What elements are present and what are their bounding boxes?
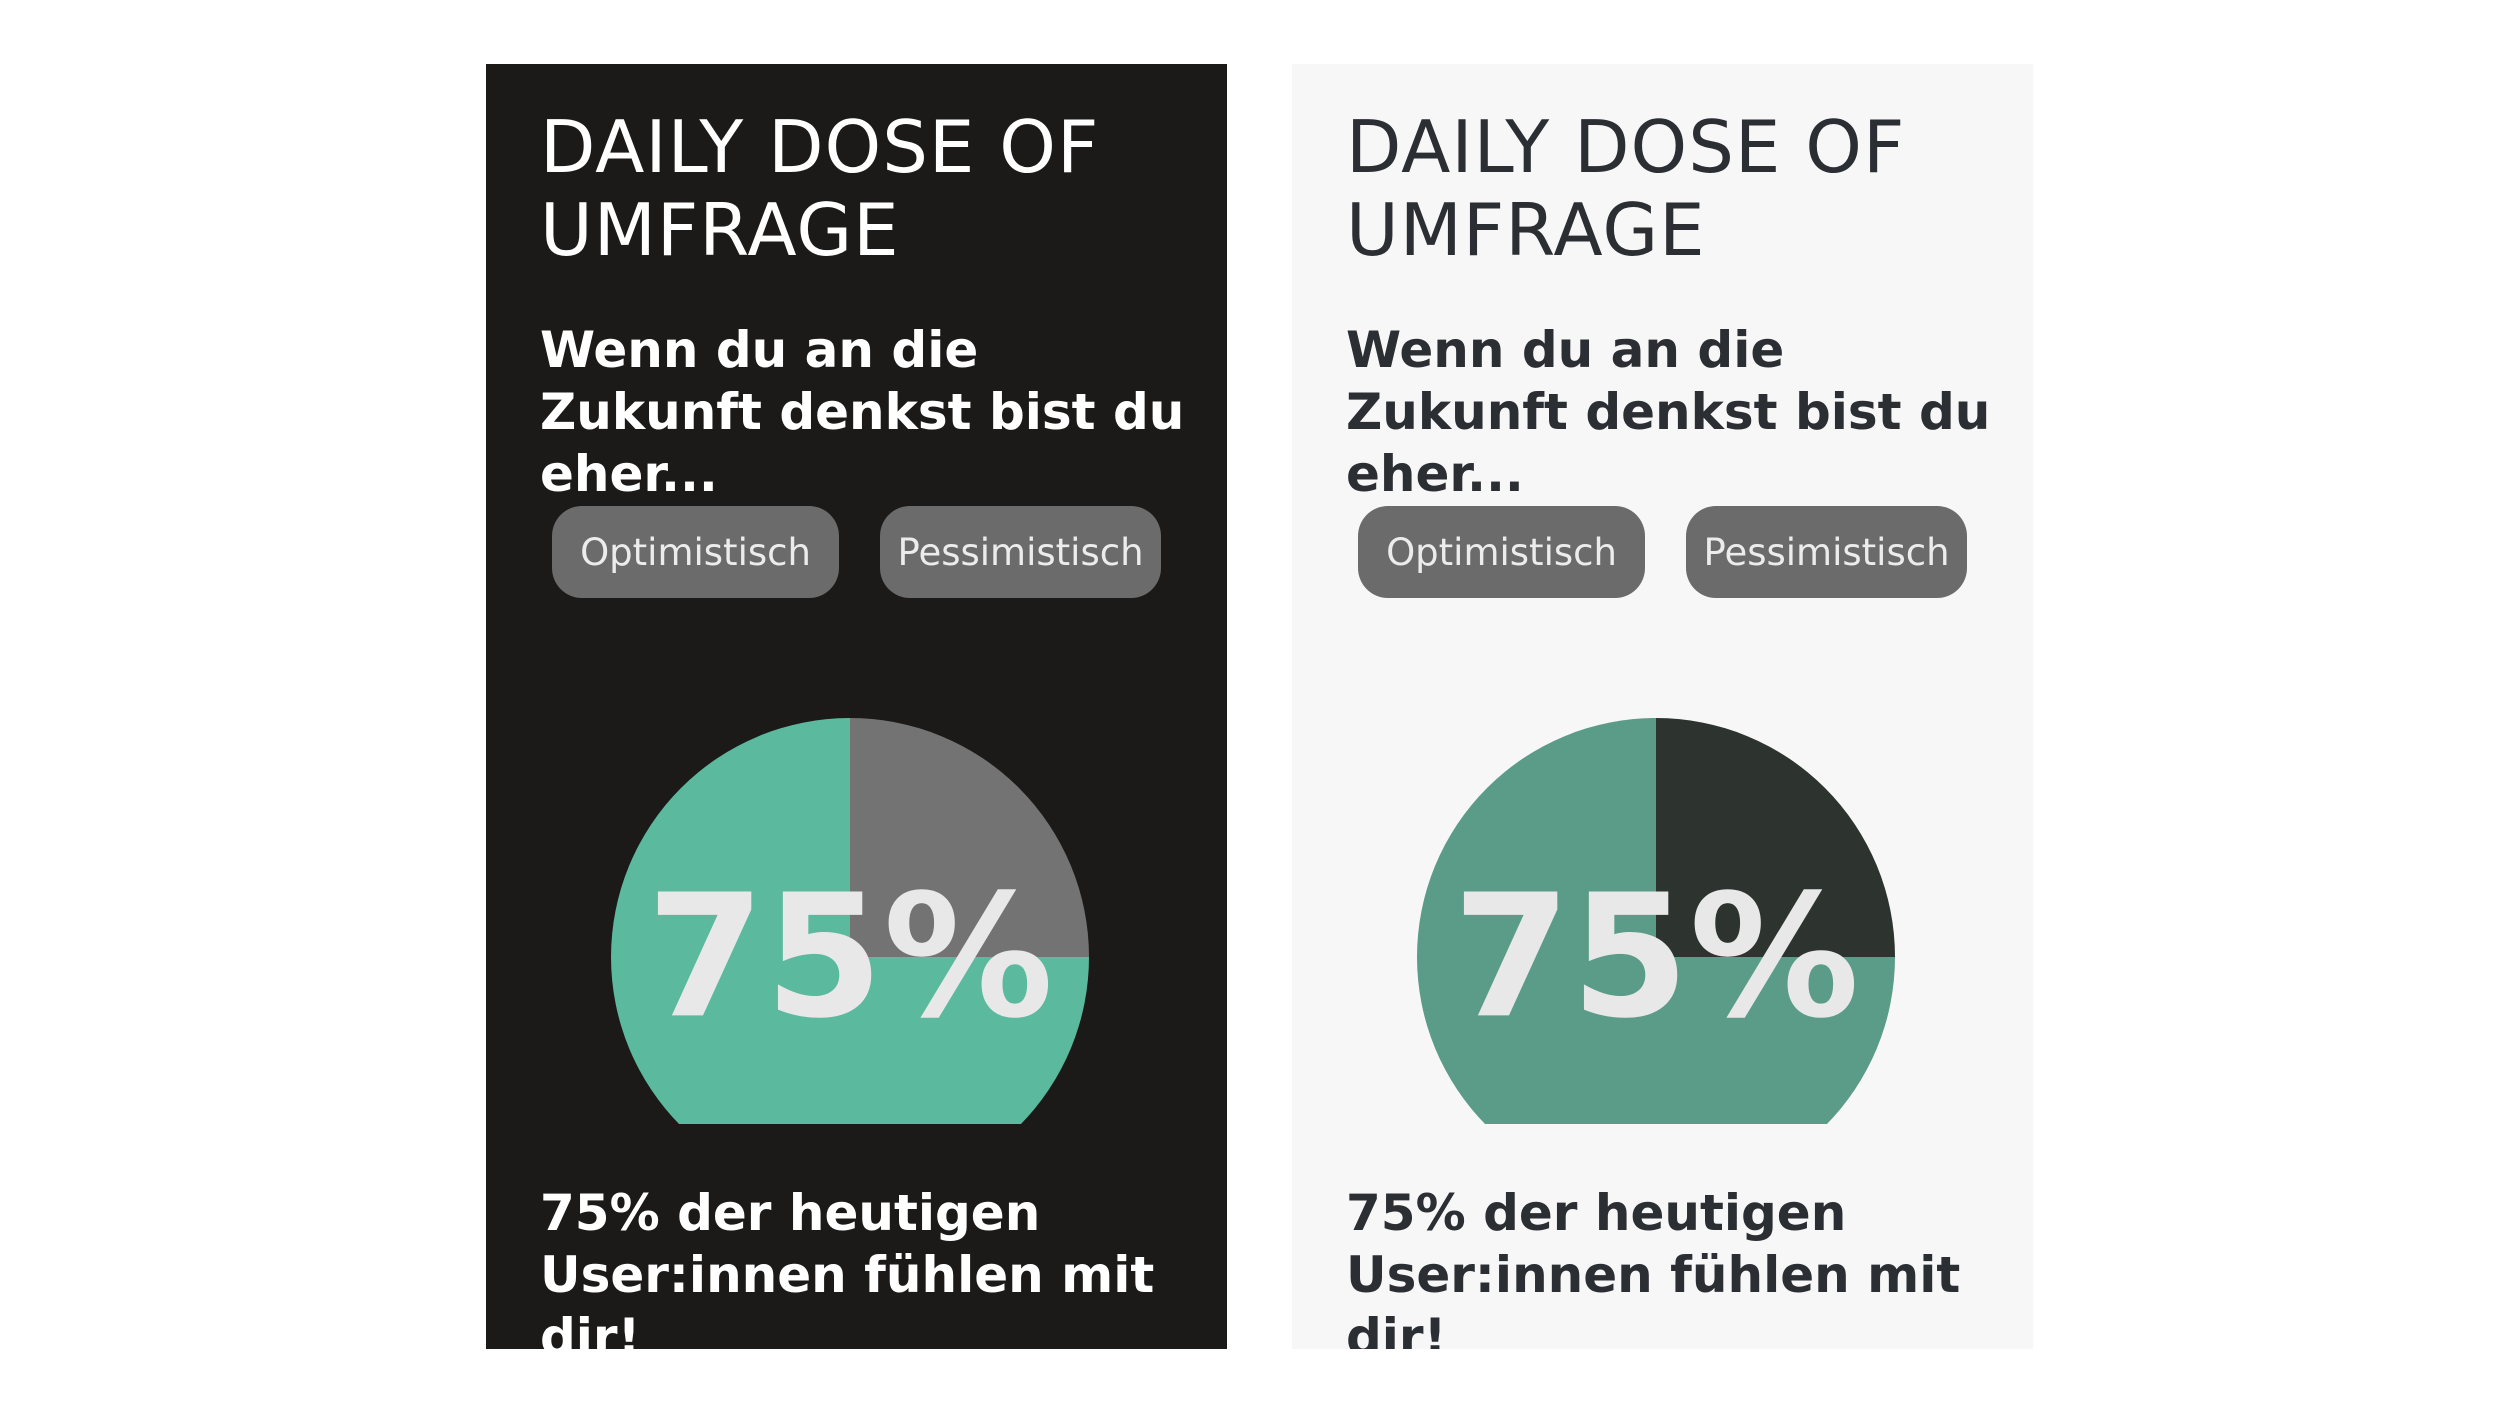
question: Wenn du an die Zukunft denkst bist du eh… <box>1346 321 1991 503</box>
pie-chart: 75% <box>1417 718 1895 1124</box>
pie-slice <box>611 718 1089 1124</box>
question: Wenn du an die Zukunft denkst bist du eh… <box>540 321 1185 503</box>
pie-slice <box>1417 718 1895 1124</box>
pie-label: 75% <box>647 858 1054 1056</box>
option-button[interactable]: Optimistisch <box>552 506 839 598</box>
result-text: 75% der heutigen User:innen fühlen mit d… <box>540 1184 1155 1349</box>
poll-card: DAILY DOSE OF UMFRAGE Wenn du an die Zuku… <box>1292 64 2033 1349</box>
result-text: 75% der heutigen User:innen fühlen mit d… <box>1346 1184 1961 1349</box>
card-title: DAILY DOSE OF UMFRAGE <box>1346 105 1906 272</box>
option-button[interactable]: Pessimistisch <box>880 506 1161 598</box>
pie-chart: 75% <box>611 718 1089 1124</box>
pie-slice <box>1656 718 1895 957</box>
pie-label: 75% <box>1453 858 1860 1056</box>
option-button[interactable]: Pessimistisch <box>1686 506 1967 598</box>
option-button[interactable]: Optimistisch <box>1358 506 1645 598</box>
pie-slice <box>850 718 1089 957</box>
poll-card: DAILY DOSE OF UMFRAGE Wenn du an die Zuku… <box>486 64 1227 1349</box>
card-title: DAILY DOSE OF UMFRAGE <box>540 105 1100 272</box>
